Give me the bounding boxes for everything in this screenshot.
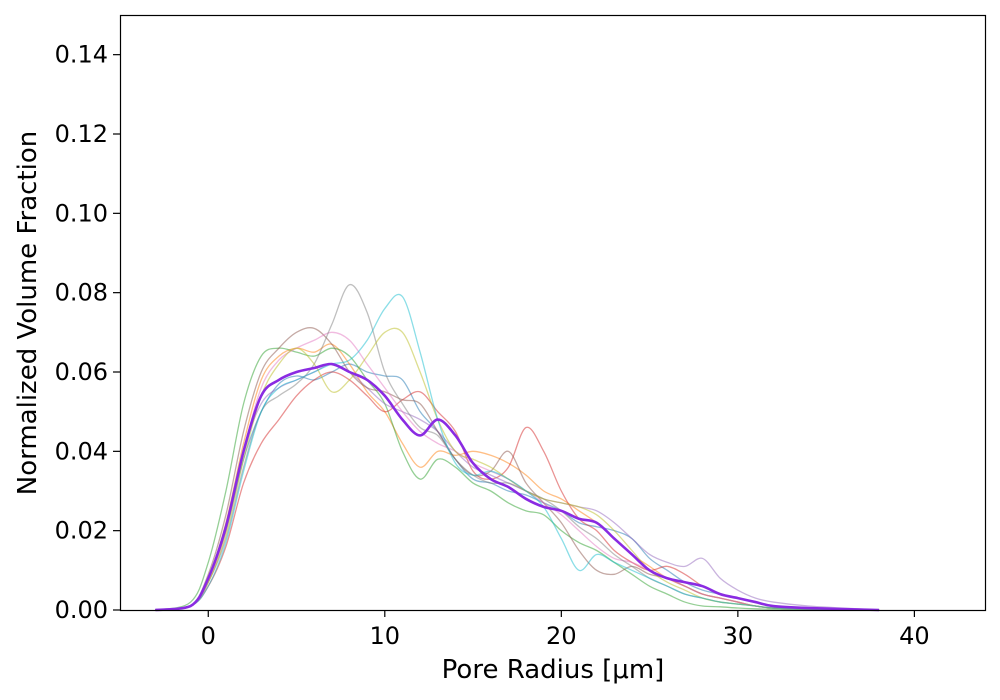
y-axis-label: Normalized Volume Fraction	[13, 131, 43, 495]
sample-series-line	[155, 284, 880, 611]
x-tick-label: 10	[370, 622, 401, 650]
plot-frame	[119, 14, 987, 612]
mean-series-line	[155, 362, 880, 612]
y-tick-label: 0.12	[55, 120, 108, 148]
sample-series-line	[155, 293, 880, 611]
y-tick-label: 0.08	[55, 279, 108, 307]
series-lines	[155, 284, 880, 612]
y-tick-label: 0.04	[55, 437, 108, 465]
axis-ticks: 0 10 20 30 40 0.00 0.02 0.04 0.06 0.08 0.10 0.12 0.1…	[55, 41, 930, 650]
y-tick-label: 0.02	[55, 517, 108, 545]
x-tick-label: 0	[201, 622, 216, 650]
sample-series-line	[155, 343, 880, 611]
y-tick-label: 0.06	[55, 358, 108, 386]
y-tick-label: 0.00	[55, 596, 108, 624]
x-tick-label: 30	[723, 622, 754, 650]
sample-series-line	[155, 347, 880, 611]
x-axis-label: Pore Radius [μm]	[442, 655, 665, 685]
x-tick-label: 40	[899, 622, 930, 650]
x-tick-label: 20	[546, 622, 577, 650]
y-tick-label: 0.10	[55, 199, 108, 227]
y-tick-label: 0.14	[55, 41, 108, 69]
